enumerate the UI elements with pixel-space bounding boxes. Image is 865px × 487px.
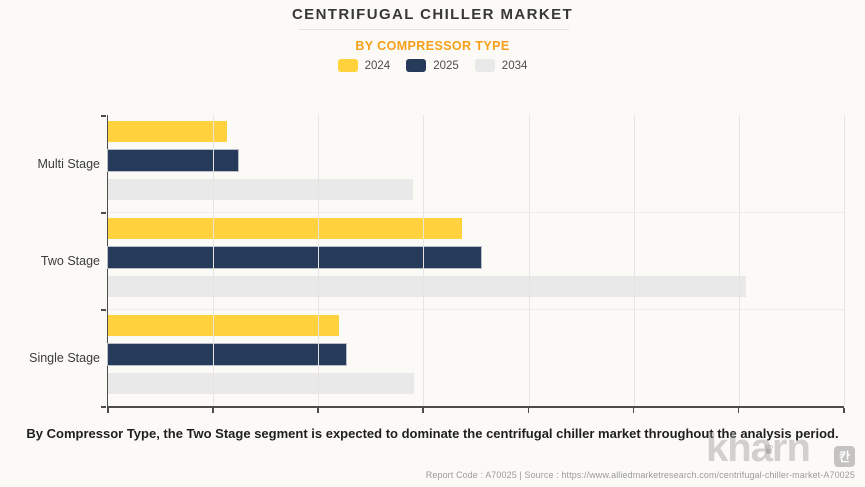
chart-subtitle: BY COMPRESSOR TYPE [355, 39, 510, 53]
y-axis-tick [101, 115, 106, 117]
chart-caption: By Compressor Type, the Two Stage segmen… [26, 426, 839, 441]
legend-swatch-2024 [337, 59, 358, 72]
category-label-single-stage: Single Stage [29, 350, 100, 365]
category-label-two-stage: Two Stage [40, 253, 100, 268]
bar-2025-two-stage [108, 247, 482, 268]
legend-label: 2034 [501, 59, 528, 72]
bar-2025-single-stage [108, 344, 346, 365]
y-axis-tick [101, 406, 106, 408]
legend-swatch-2025 [406, 59, 427, 72]
vertical-gridline [318, 115, 320, 406]
report-source-text: Report Code : A70025 | Source : https://… [425, 470, 855, 480]
legend-label: 2024 [364, 59, 391, 72]
bar-2034-two-stage [108, 276, 747, 297]
x-axis-tick [212, 408, 214, 413]
legend: 2024 2025 2034 [0, 59, 865, 72]
bar-2025-multi-stage [108, 150, 239, 171]
bar-2024-single-stage [108, 315, 340, 336]
vertical-gridline [423, 115, 425, 406]
category-label-multi-stage: Multi Stage [37, 156, 100, 171]
vertical-gridline [213, 115, 215, 406]
x-axis-tick [843, 408, 845, 413]
x-axis-tick [107, 408, 109, 413]
crown-icon: ♛ [763, 442, 775, 457]
plot-area [101, 115, 845, 413]
bar-2024-two-stage [108, 218, 463, 239]
legend-label: 2025 [433, 59, 459, 72]
x-axis-tick [527, 408, 530, 413]
horizontal-gridline [108, 309, 844, 310]
legend-item-2034[interactable]: 2034 [474, 59, 528, 72]
category-axis-labels: Multi Stage Two Stage Single Stage [0, 115, 100, 406]
vertical-gridline [528, 115, 530, 406]
bar-2034-single-stage [108, 373, 414, 394]
x-axis-tick [317, 408, 319, 413]
x-axis-tick [422, 408, 424, 413]
legend-swatch-2034 [474, 59, 495, 72]
horizontal-gridline [108, 212, 844, 213]
vertical-gridline [844, 115, 845, 406]
watermark-badge: 칸 [834, 446, 855, 467]
x-axis-tick [632, 408, 635, 413]
bar-2034-multi-stage [108, 179, 413, 200]
legend-item-2024[interactable]: 2024 [337, 59, 391, 72]
chart-title: CENTRIFUGAL CHILLER MARKET [291, 6, 574, 23]
legend-item-2025[interactable]: 2025 [406, 59, 459, 72]
y-axis-tick [101, 309, 106, 311]
y-axis-tick [101, 212, 106, 214]
x-axis-tick [737, 408, 740, 413]
bar-2024-multi-stage [108, 121, 227, 142]
title-divider [299, 29, 569, 30]
vertical-gridline [633, 115, 635, 406]
vertical-gridline [738, 115, 740, 406]
